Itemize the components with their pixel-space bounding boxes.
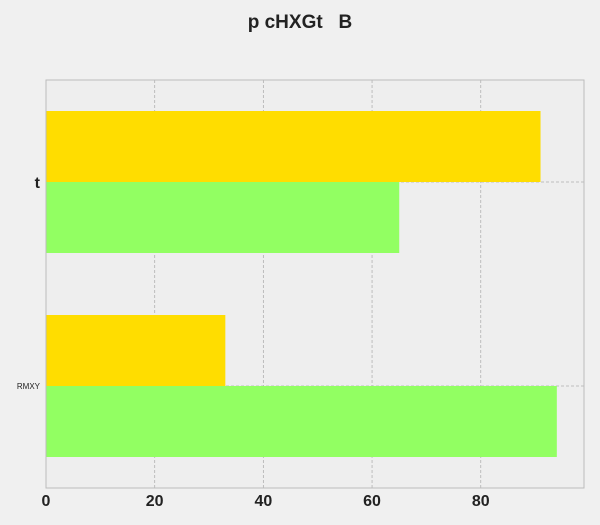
x-tick-label: 40 bbox=[254, 493, 272, 510]
y-tick-label: t bbox=[35, 175, 41, 192]
plot-frame bbox=[45, 79, 585, 489]
bar-series-1-rmxy bbox=[46, 386, 557, 457]
y-tick-label: RMXY bbox=[17, 382, 41, 391]
bar-series-1-t bbox=[46, 182, 400, 253]
bar-series-0-rmxy bbox=[46, 315, 226, 386]
chart-title: p cHXGt B bbox=[247, 12, 353, 33]
x-tick-label: 20 bbox=[146, 493, 164, 510]
x-tick-label: 60 bbox=[363, 493, 381, 510]
x-tick-label: 80 bbox=[472, 493, 490, 510]
x-tick-label: 0 bbox=[42, 493, 51, 510]
bar-series-0-t bbox=[46, 111, 541, 182]
